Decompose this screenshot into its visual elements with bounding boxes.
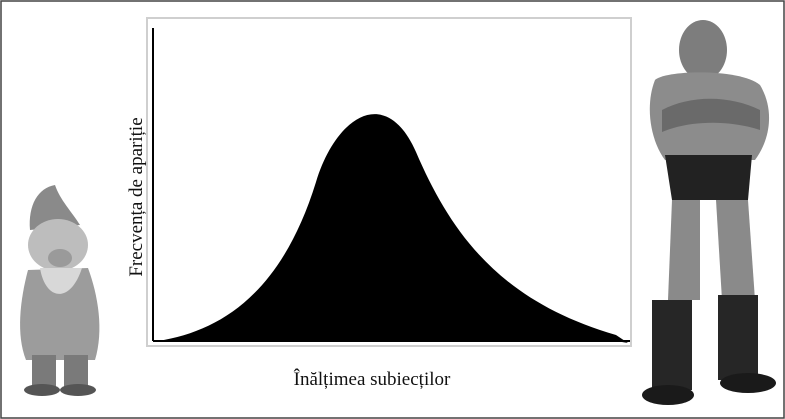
x-axis-label: Înălțimea subiecților <box>294 368 451 390</box>
y-axis-label: Frecvența de apariție <box>126 117 147 276</box>
page: Frecvența de apariție Înălțimea subiecți… <box>0 0 785 419</box>
figure: Frecvența de apariție Înălțimea subiecți… <box>0 0 785 419</box>
